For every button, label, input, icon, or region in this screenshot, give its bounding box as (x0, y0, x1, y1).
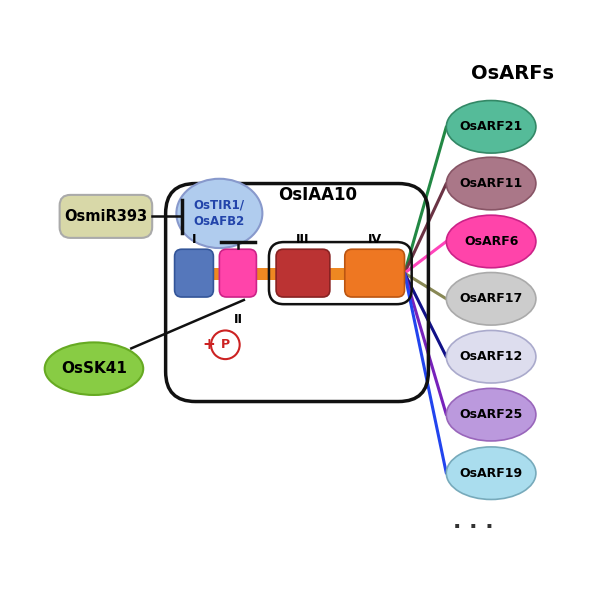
Circle shape (211, 331, 239, 359)
Ellipse shape (446, 272, 536, 325)
Ellipse shape (176, 179, 262, 248)
Ellipse shape (446, 447, 536, 499)
Text: OsIAA10: OsIAA10 (278, 187, 358, 205)
Text: II: II (233, 313, 242, 326)
Text: OsARF17: OsARF17 (460, 292, 523, 305)
Ellipse shape (446, 388, 536, 441)
Ellipse shape (446, 215, 536, 268)
Text: · · ·: · · · (453, 517, 494, 537)
Text: OsARF11: OsARF11 (460, 177, 523, 190)
Text: OsARFs: OsARFs (470, 64, 554, 83)
Text: OsARF12: OsARF12 (460, 350, 523, 363)
Ellipse shape (446, 157, 536, 210)
Bar (175, 268, 404, 280)
Text: OsmiR393: OsmiR393 (64, 209, 148, 224)
Text: OsSK41: OsSK41 (61, 361, 127, 376)
Ellipse shape (446, 331, 536, 383)
FancyBboxPatch shape (175, 249, 214, 297)
FancyBboxPatch shape (345, 249, 404, 297)
Text: I: I (192, 233, 196, 245)
Ellipse shape (446, 101, 536, 153)
Text: +: + (203, 337, 215, 352)
Text: OsARF25: OsARF25 (460, 408, 523, 421)
Text: III: III (296, 233, 310, 245)
Text: OsTIR1/
OsAFB2: OsTIR1/ OsAFB2 (194, 199, 245, 228)
FancyBboxPatch shape (220, 249, 256, 297)
Text: IV: IV (368, 233, 382, 245)
Text: OsARF6: OsARF6 (464, 235, 518, 248)
Text: P: P (221, 338, 230, 351)
FancyBboxPatch shape (276, 249, 330, 297)
Text: OsARF21: OsARF21 (460, 121, 523, 133)
FancyBboxPatch shape (59, 195, 152, 238)
Text: OsARF19: OsARF19 (460, 467, 523, 479)
Ellipse shape (44, 343, 143, 395)
